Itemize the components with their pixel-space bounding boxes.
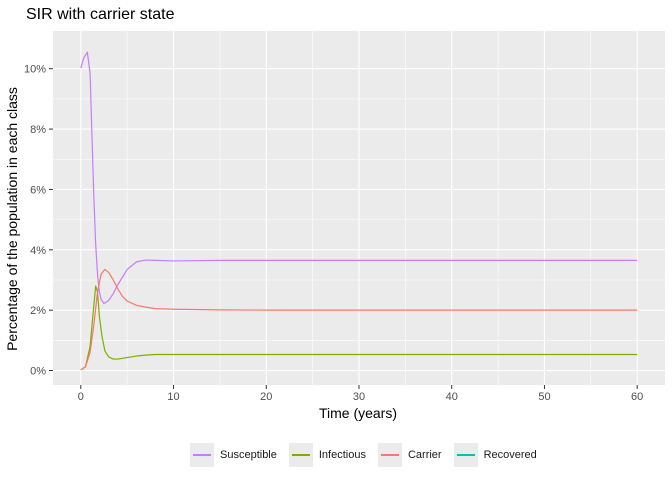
x-tick-label: 20 — [260, 391, 272, 403]
series-line-carrier — [80, 268, 638, 371]
x-tick-label: 30 — [353, 391, 365, 403]
legend-key-susceptible — [190, 443, 214, 467]
y-axis: 0% 2% 4% 6% 8% 10% — [24, 64, 53, 378]
x-tick-label: 10 — [167, 391, 179, 403]
legend-key-recovered — [453, 443, 478, 467]
series-line-infectious — [80, 285, 638, 371]
legend-item-recovered: Recovered — [453, 443, 543, 467]
y-axis-title: Percentage of the population in each cla… — [4, 87, 20, 351]
legend-item-infectious: Infectious — [288, 443, 372, 467]
legend-key-carrier — [377, 443, 402, 467]
x-axis: 0 10 20 30 40 50 60 — [78, 385, 643, 403]
legend-swatch-infectious — [291, 454, 310, 456]
x-tick-label: 60 — [631, 391, 643, 403]
y-tick-label: 8% — [30, 124, 46, 136]
legend-label-infectious: Infectious — [318, 449, 366, 461]
legend-item-carrier: Carrier — [377, 443, 448, 467]
legend-key-infectious — [288, 443, 313, 467]
x-tick-label: 0 — [78, 391, 84, 403]
y-tick-label: 10% — [24, 64, 46, 76]
x-tick-label: 40 — [446, 391, 458, 403]
y-tick-label: 2% — [30, 305, 46, 317]
legend-swatch-recovered — [456, 454, 475, 456]
legend-label-recovered: Recovered — [483, 449, 537, 461]
y-tick-label: 0% — [30, 366, 46, 378]
chart-title: SIR with carrier state — [26, 6, 175, 23]
y-tick-label: 6% — [30, 184, 46, 196]
series-line-susceptible — [80, 51, 638, 305]
legend-label-susceptible: Susceptible — [220, 449, 277, 461]
series-lines — [80, 51, 638, 371]
legend-item-susceptible: Susceptible — [190, 443, 283, 467]
x-axis-title: Time (years) — [319, 405, 397, 421]
legend-label-carrier: Carrier — [407, 449, 442, 461]
y-tick-label: 4% — [30, 245, 46, 257]
legend: Susceptible Infectious Carrier Recovered — [190, 442, 543, 468]
legend-swatch-carrier — [380, 454, 399, 456]
x-tick-label: 50 — [538, 391, 550, 403]
legend-swatch-susceptible — [193, 454, 211, 456]
